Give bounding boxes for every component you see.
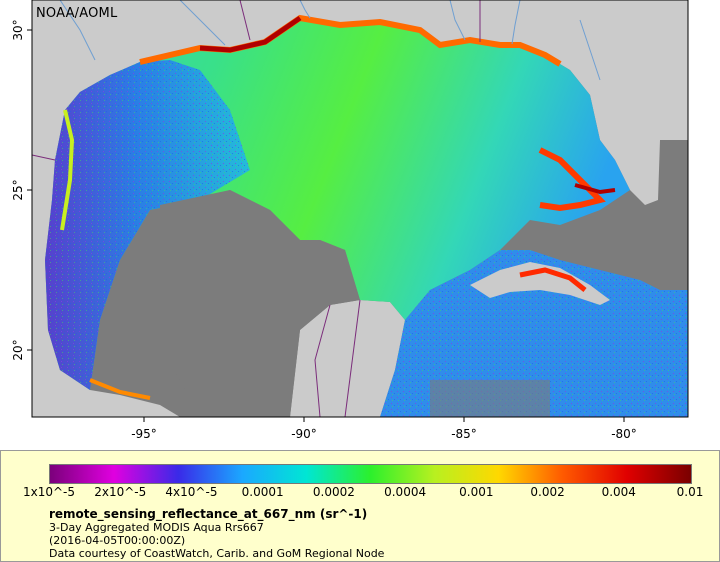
rivers [59,0,601,81]
colorbar-tick-label: 0.004 [601,485,636,499]
yucatan-land [290,300,405,417]
caribbean-no-data [430,380,550,417]
legend-panel: 1x10^-5 2x10^-5 4x10^-5 0.0001 0.0002 0.0004 0… [0,450,720,562]
plot-frame [31,0,689,418]
colorbar-tick-label: 0.001 [459,485,494,499]
x-tick-label: -85° [451,427,477,441]
campeche-coast-band [89,378,151,400]
variable-name: remote_sensing_reflectance_at_667_nm (sr… [49,507,368,521]
x-tick-label: -95° [131,427,157,441]
western-gulf-speckle [45,60,250,390]
date-label: (2016-04-05T00:00:00Z) [49,534,186,547]
colorbar-tick-label: 0.01 [676,485,704,499]
colorbar-tick-label: 4x10^-5 [165,485,218,499]
x-tick-label: -80° [611,427,637,441]
x-axis [143,417,625,422]
central-no-data [150,190,360,417]
y-tick-label: 30° [11,19,25,40]
caribbean-speckle [380,250,688,417]
louisiana-coast-turbid [199,15,302,53]
colorbar-tick-label: 0.0004 [384,485,427,499]
political-borders [31,0,481,418]
cuba-coast-turbid [519,267,587,292]
x-tick-label: -90° [291,427,317,441]
colorbar [49,464,692,484]
colorbar-tick-label: 0.002 [530,485,565,499]
y-tick-label: 25° [11,179,25,200]
florida-bay-turbid [574,183,616,195]
credit-label: Data courtesy of CoastWatch, Carib. and … [49,547,385,560]
florida-coast-turbid [538,147,606,212]
map-canvas: -95° -90° -85° -80° 30° 25° 20° [11,0,689,441]
colorbar-tick-label: 0.0001 [241,485,284,499]
y-tick-label: 20° [11,339,25,360]
y-axis [27,29,32,351]
cuba-land [470,262,610,305]
colorbar-tick-label: 1x10^-5 [22,485,76,499]
colorbar-tick-label: 2x10^-5 [94,485,147,499]
product-description: 3-Day Aggregated MODIS Aqua Rrs667 [49,521,264,534]
organization-label: NOAA/AOML [36,6,118,21]
map-panel: -95° -90° -85° -80° 30° 25° 20° NOAA/AOM… [11,0,689,441]
colorbar-tick-label: 0.0002 [312,485,355,499]
mexico-west-land [32,110,180,417]
texas-coast-band [60,109,75,231]
us-land [32,0,688,205]
